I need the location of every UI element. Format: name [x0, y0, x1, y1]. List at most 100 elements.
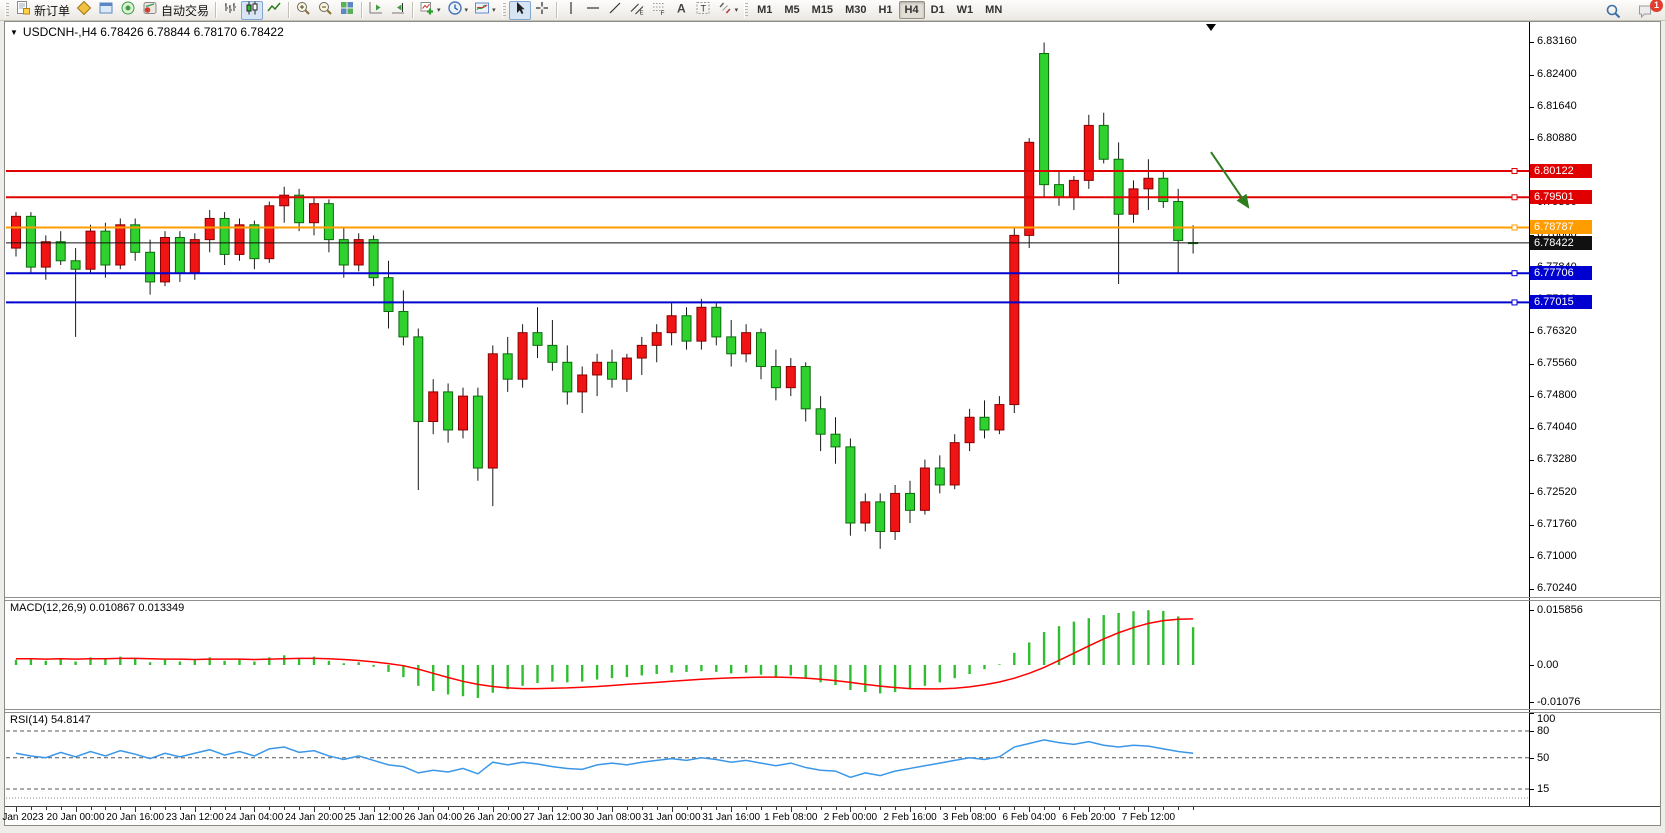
candle-up[interactable]: [1143, 177, 1154, 190]
candle-down[interactable]: [607, 361, 617, 380]
candle-down[interactable]: [249, 224, 260, 260]
candle-down[interactable]: [294, 194, 305, 224]
timeframe-m1-button[interactable]: M1: [757, 4, 773, 16]
candle-up[interactable]: [651, 332, 662, 346]
candle-up[interactable]: [115, 224, 126, 266]
zoom-out-button[interactable]: [314, 1, 336, 20]
candle-up[interactable]: [1128, 188, 1139, 215]
text-button[interactable]: A: [670, 1, 692, 20]
level-line-handle[interactable]: [1511, 270, 1518, 277]
dropdown-caret-icon[interactable]: ▾: [464, 7, 469, 14]
price-level-label[interactable]: 6.78422: [1530, 235, 1592, 250]
candle-down[interactable]: [905, 492, 915, 511]
candle-down[interactable]: [323, 203, 334, 241]
candle-up[interactable]: [785, 366, 796, 389]
candle-up[interactable]: [279, 194, 290, 207]
candle-up[interactable]: [741, 332, 752, 355]
candle-up[interactable]: [189, 239, 200, 274]
timeframe-m15-button[interactable]: M15: [811, 4, 834, 16]
level-line-handle[interactable]: [1511, 194, 1518, 201]
cursor-button[interactable]: [508, 0, 531, 20]
timeframe-m5-button[interactable]: M5: [784, 4, 800, 16]
candle-up[interactable]: [621, 357, 632, 380]
candle-down[interactable]: [145, 251, 156, 283]
candle-up[interactable]: [949, 442, 960, 486]
data-window-button[interactable]: [95, 1, 117, 20]
level-line-handle[interactable]: [1511, 299, 1518, 306]
price-level-label[interactable]: 6.79501: [1530, 190, 1592, 205]
candle-up[interactable]: [666, 315, 677, 334]
price-level-label[interactable]: 6.77706: [1530, 266, 1592, 281]
trend-arrow-annotation[interactable]: [1210, 151, 1250, 209]
toolbar-grip[interactable]: [744, 2, 749, 18]
candle-down[interactable]: [1158, 177, 1169, 203]
candle-down[interactable]: [100, 230, 111, 266]
fibonacci-button[interactable]: F: [648, 1, 670, 20]
candle-down[interactable]: [25, 215, 36, 268]
rsi-indicator-pane[interactable]: [6, 712, 1529, 805]
level-line-handle[interactable]: [1511, 224, 1518, 231]
candle-down[interactable]: [979, 416, 990, 431]
candle-down[interactable]: [726, 336, 737, 355]
candle-down[interactable]: [756, 332, 766, 368]
candle-up[interactable]: [40, 241, 51, 268]
candle-down[interactable]: [815, 408, 826, 435]
candle-up[interactable]: [1083, 124, 1094, 181]
candle-down[interactable]: [562, 361, 573, 393]
candle-down[interactable]: [711, 306, 722, 338]
timeframe-m30-button[interactable]: M30: [845, 4, 867, 16]
candle-up[interactable]: [204, 217, 215, 241]
line-chart-button[interactable]: [263, 1, 285, 20]
timeframe-mn-button[interactable]: MN: [985, 4, 1003, 16]
candle-up[interactable]: [1009, 234, 1020, 406]
price-level-label[interactable]: 6.77015: [1530, 295, 1592, 310]
candle-up[interactable]: [264, 205, 275, 260]
crosshair-button[interactable]: [531, 1, 553, 20]
candle-down[interactable]: [472, 395, 483, 469]
macd-indicator-pane[interactable]: [6, 600, 1529, 709]
price-level-label[interactable]: 6.78787: [1530, 220, 1592, 235]
candle-up[interactable]: [85, 230, 96, 270]
timeframe-h1-button[interactable]: H1: [878, 4, 893, 16]
candle-up[interactable]: [964, 416, 975, 444]
new-order-button[interactable]: 新订单: [12, 0, 73, 20]
toolbar-grip[interactable]: [501, 2, 506, 18]
channel-button[interactable]: E: [626, 1, 648, 20]
autotrade-button[interactable]: 自动交易: [139, 1, 212, 20]
dropdown-caret-icon[interactable]: ▾: [437, 7, 441, 14]
candle-down[interactable]: [532, 332, 543, 346]
candle-down[interactable]: [219, 217, 230, 255]
candle-down[interactable]: [1098, 124, 1109, 160]
candle-down[interactable]: [70, 260, 81, 270]
dropdown-caret-icon[interactable]: ▾: [734, 7, 739, 14]
timeframe-w1-button[interactable]: W1: [956, 4, 974, 16]
dropdown-caret-icon[interactable]: ▾: [492, 7, 496, 14]
candle-down[interactable]: [398, 311, 409, 338]
timeframe-d1-button[interactable]: D1: [930, 4, 945, 16]
candle-up[interactable]: [860, 501, 871, 524]
candle-up[interactable]: [636, 344, 647, 359]
chart-window[interactable]: [4, 21, 1661, 826]
candle-down[interactable]: [368, 239, 379, 279]
candle-down[interactable]: [502, 353, 513, 380]
splitter-main-macd[interactable]: [5, 597, 1660, 598]
candle-up[interactable]: [592, 361, 603, 376]
templates-button[interactable]: ▾: [471, 1, 499, 20]
candle-up[interactable]: [696, 306, 707, 342]
candle-down[interactable]: [934, 467, 945, 486]
candles-chart-button[interactable]: [241, 0, 264, 20]
chart-shift-button[interactable]: [365, 1, 387, 20]
candle-up[interactable]: [234, 224, 245, 255]
candle-up[interactable]: [353, 239, 364, 266]
tile-windows-button[interactable]: [336, 1, 358, 20]
text-label-button[interactable]: T: [692, 1, 714, 20]
candle-down[interactable]: [547, 344, 558, 363]
market-watch-button[interactable]: [73, 0, 95, 20]
navigator-button[interactable]: [117, 1, 139, 20]
candle-up[interactable]: [1068, 179, 1079, 198]
splitter-macd-rsi[interactable]: [5, 709, 1660, 710]
main-candlestick-chart[interactable]: [6, 23, 1529, 597]
price-level-label[interactable]: 6.80122: [1530, 164, 1592, 178]
profiles-button[interactable]: ▾: [444, 0, 472, 20]
trendline-button[interactable]: [604, 1, 626, 20]
